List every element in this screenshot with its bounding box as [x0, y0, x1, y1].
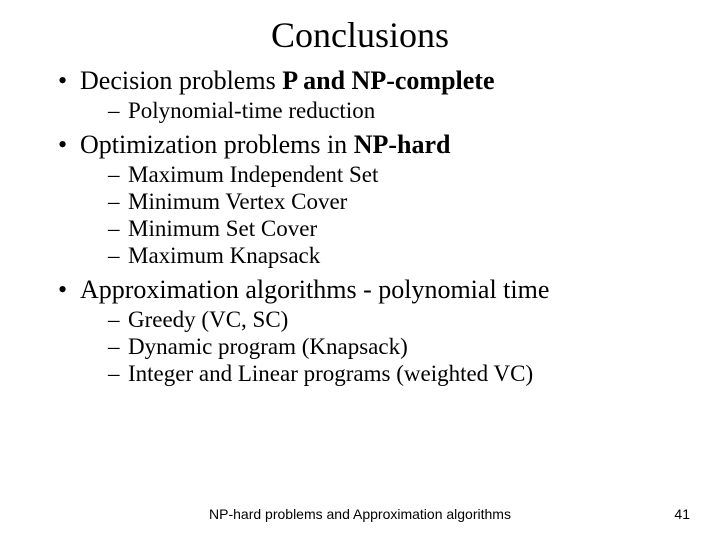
slide-title: Conclusions [40, 14, 680, 56]
sub-item: Dynamic program (Knapsack) [108, 334, 680, 360]
bullet-text-bold: P and NP-complete [282, 66, 494, 95]
sub-item: Greedy (VC, SC) [108, 307, 680, 333]
footer-text: NP-hard problems and Approximation algor… [0, 506, 720, 522]
sub-list: Polynomial-time reduction [80, 98, 680, 124]
sub-item: Polynomial-time reduction [108, 98, 680, 124]
page-number: 41 [674, 506, 690, 522]
bullet-text-pre: Approximation algorithms - polynomial ti… [80, 275, 549, 304]
slide: Conclusions Decision problems P and NP-c… [0, 0, 720, 387]
sub-list: Greedy (VC, SC) Dynamic program (Knapsac… [80, 307, 680, 387]
sub-item: Maximum Independent Set [108, 162, 680, 188]
bullet-list: Decision problems P and NP-complete Poly… [40, 66, 680, 387]
sub-item: Integer and Linear programs (weighted VC… [108, 361, 680, 387]
bullet-item: Optimization problems in NP-hard Maximum… [58, 130, 680, 269]
bullet-text-pre: Optimization problems in [80, 130, 354, 159]
sub-item: Maximum Knapsack [108, 243, 680, 269]
sub-item: Minimum Vertex Cover [108, 189, 680, 215]
bullet-text-bold: NP-hard [354, 130, 451, 159]
bullet-item: Approximation algorithms - polynomial ti… [58, 275, 680, 387]
slide-footer: NP-hard problems and Approximation algor… [0, 506, 720, 522]
sub-list: Maximum Independent Set Minimum Vertex C… [80, 162, 680, 269]
bullet-text-pre: Decision problems [80, 66, 282, 95]
sub-item: Minimum Set Cover [108, 216, 680, 242]
bullet-item: Decision problems P and NP-complete Poly… [58, 66, 680, 124]
